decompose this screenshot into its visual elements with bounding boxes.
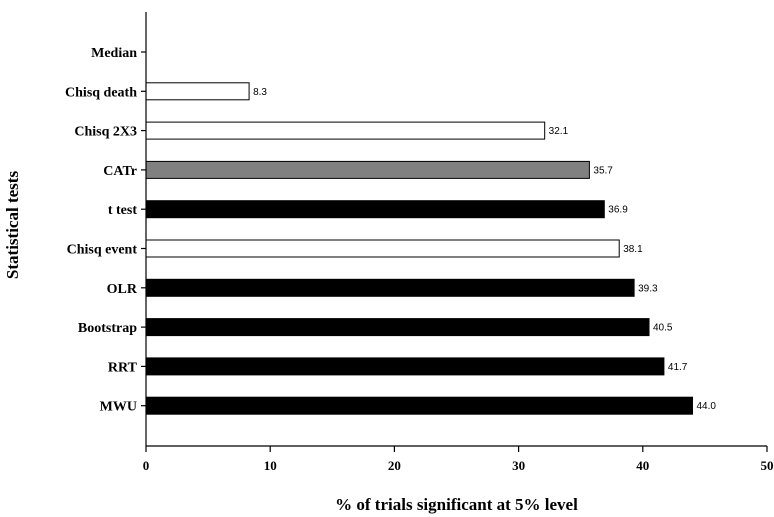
data-label: 39.3 [638, 283, 658, 294]
x-tick-label: 20 [388, 458, 401, 473]
data-label: 35.7 [593, 165, 613, 176]
data-label: 38.1 [623, 244, 643, 255]
bar [145, 396, 693, 415]
data-label: 44.0 [696, 401, 716, 412]
category-label: RRT [108, 360, 138, 375]
x-tick-label: 0 [143, 458, 150, 473]
category-label: Bootstrap [78, 321, 137, 336]
category-label: Chisq event [67, 243, 138, 258]
category-label: Chisq 2X3 [74, 125, 137, 140]
axes-layer [145, 12, 767, 447]
x-tick-label: 30 [512, 458, 525, 473]
category-label: MWU [100, 400, 137, 415]
bar [145, 318, 650, 337]
data-label: 41.7 [668, 362, 688, 373]
bar [145, 278, 635, 297]
bars-layer [145, 82, 693, 415]
x-tick-label: 40 [636, 458, 649, 473]
labels-layer: Median Chisq death 8.3 Chisq 2X3 32.1 CATr 35.… [65, 46, 773, 473]
bar [145, 357, 665, 376]
bar [145, 239, 620, 258]
category-label: Median [91, 46, 137, 61]
category-label: CATr [103, 164, 137, 179]
category-label: OLR [107, 282, 138, 297]
data-label: 36.9 [608, 205, 628, 216]
data-label: 32.1 [549, 126, 569, 137]
x-tick-label: 50 [761, 458, 774, 473]
bar [145, 200, 605, 219]
category-label: t test [108, 203, 137, 218]
y-axis-title: Statistical tests [3, 171, 22, 280]
bar [145, 160, 590, 179]
data-label: 8.3 [253, 87, 267, 98]
x-axis-title: % of trials significant at 5% level [335, 495, 578, 514]
bar [145, 82, 250, 101]
bar [145, 121, 546, 140]
x-tick-label: 10 [264, 458, 277, 473]
category-label: Chisq death [65, 85, 137, 100]
data-label: 40.5 [653, 323, 673, 334]
